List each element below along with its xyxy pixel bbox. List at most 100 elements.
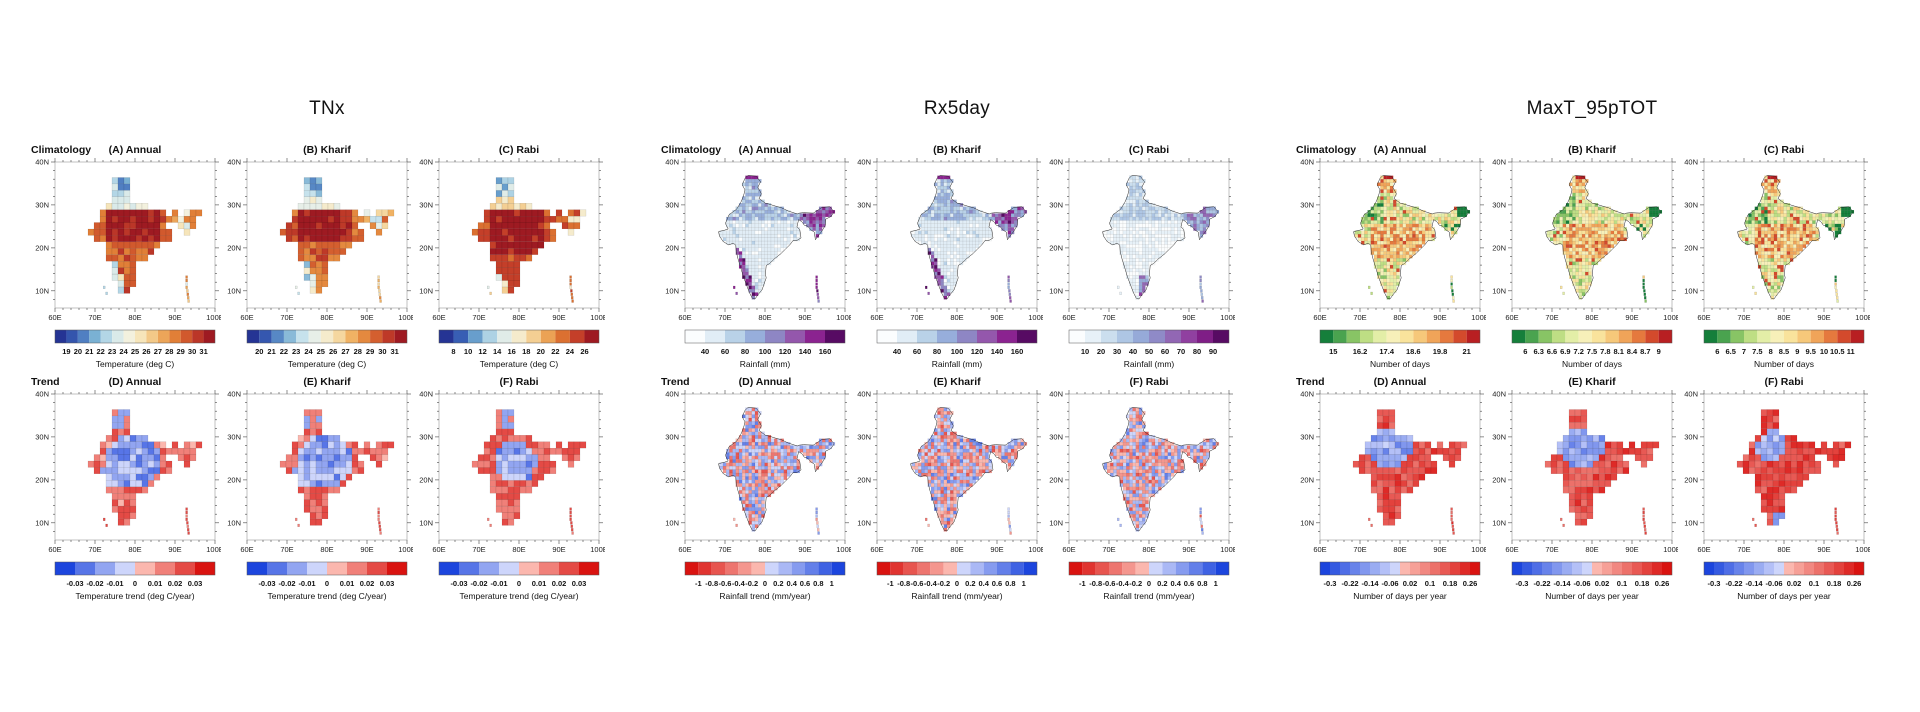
svg-text:90E: 90E (552, 545, 565, 554)
svg-text:-0.4: -0.4 (732, 579, 746, 588)
svg-text:120: 120 (971, 347, 984, 356)
colorbar: -1 -0.8 -0.6 -0.4 -0.2 0 0.2 0.4 0.6 0.8 1 Rainfall… (876, 561, 1038, 601)
india-map (1736, 409, 1852, 535)
map-panel-rx5day-c: (C) Rabi 60E 70E 80E 90E 100E 40N 30N 20N 10N 10 20… (1049, 144, 1235, 369)
svg-text:0: 0 (517, 579, 521, 588)
panel-label: (F) Rabi (499, 376, 538, 388)
svg-text:10: 10 (1081, 347, 1089, 356)
india-map (718, 175, 836, 303)
svg-text:40N: 40N (419, 390, 433, 399)
svg-text:20N: 20N (857, 243, 871, 252)
svg-text:80E: 80E (128, 313, 141, 322)
svg-text:60E: 60E (678, 313, 691, 322)
map-panel-tnx-f: (F) Rabi 60E 70E 80E 90E 100E 40N 30N 20N 10N -0.0… (419, 376, 605, 601)
svg-text:0.8: 0.8 (813, 579, 823, 588)
svg-text:90E: 90E (360, 313, 373, 322)
svg-text:80E: 80E (320, 313, 333, 322)
svg-text:100: 100 (759, 347, 772, 356)
svg-text:29: 29 (366, 347, 374, 356)
svg-text:80: 80 (741, 347, 749, 356)
map-panel-rx5day-f: (F) Rabi 60E 70E 80E 90E 100E 40N 30N 20N 10N -1-0… (1049, 376, 1235, 601)
svg-text:30N: 30N (227, 433, 241, 442)
svg-text:30N: 30N (419, 433, 433, 442)
svg-text:0.2: 0.2 (773, 579, 783, 588)
svg-text:10N: 10N (1049, 286, 1063, 295)
map-panel-rx5day-e: (E) Kharif 60E 70E 80E 90E 100E 40N 30N 20N 10N -1… (857, 376, 1043, 601)
svg-text:20N: 20N (665, 243, 679, 252)
panel-label: (D) Annual (739, 376, 792, 388)
colorbar-caption: Temperature (deg C) (480, 359, 559, 369)
svg-text:40N: 40N (227, 158, 241, 167)
svg-text:40: 40 (893, 347, 901, 356)
svg-text:-0.03: -0.03 (450, 579, 467, 588)
colorbar-caption: Number of days per year (1353, 591, 1447, 601)
svg-text:25: 25 (317, 347, 325, 356)
svg-text:80E: 80E (950, 313, 963, 322)
svg-text:60E: 60E (870, 313, 883, 322)
axes: 60E70E80E90E100E40N30N20N10N (1492, 158, 1678, 322)
svg-text:-0.01: -0.01 (298, 579, 315, 588)
axes: 60E70E80E90E100E40N30N20N10N (35, 158, 221, 322)
colorbar-caption: Temperature (deg C) (96, 359, 175, 369)
svg-text:80E: 80E (512, 313, 525, 322)
svg-text:24: 24 (566, 347, 575, 356)
svg-text:40N: 40N (857, 158, 871, 167)
svg-text:1: 1 (830, 579, 834, 588)
svg-text:90E: 90E (1182, 545, 1195, 554)
svg-text:30: 30 (378, 347, 386, 356)
svg-text:10N: 10N (419, 286, 433, 295)
svg-text:20: 20 (537, 347, 545, 356)
svg-text:0.03: 0.03 (188, 579, 203, 588)
svg-text:-0.01: -0.01 (106, 579, 123, 588)
row-label: Climatology (31, 144, 91, 156)
svg-text:40N: 40N (419, 158, 433, 167)
svg-text:23: 23 (108, 347, 116, 356)
colorbar-caption: Temperature (deg C) (288, 359, 367, 369)
panel-label: (B) Kharif (1568, 144, 1616, 156)
svg-text:10N: 10N (35, 286, 49, 295)
svg-text:100E: 100E (590, 313, 605, 322)
svg-text:80E: 80E (758, 545, 771, 554)
svg-text:22: 22 (551, 347, 559, 356)
india-map (471, 409, 587, 535)
panel-label: (C) Rabi (1764, 144, 1804, 156)
map-panel-tnx-a: Climatology (A) Annual 60E 70E 80E 90E 100E 40N… (31, 144, 221, 369)
svg-text:30N: 30N (665, 433, 679, 442)
map-panel-maxt_95ptot-d: Trend (D) Annual 60E70E80E90E100E40N30N20N… (1296, 376, 1486, 601)
svg-text:20N: 20N (665, 475, 679, 484)
svg-text:60E: 60E (432, 545, 445, 554)
panel-label: (D) Annual (109, 376, 162, 388)
india-outline (1545, 175, 1662, 300)
svg-text:90E: 90E (798, 545, 811, 554)
svg-text:100E: 100E (1220, 545, 1235, 554)
axes: 60E70E80E90E100E40N30N20N10N (1049, 390, 1235, 554)
svg-text:0.01: 0.01 (532, 579, 547, 588)
svg-text:-0.6: -0.6 (719, 579, 732, 588)
svg-text:100E: 100E (590, 545, 605, 554)
svg-text:12: 12 (478, 347, 486, 356)
axes: 60E70E80E90E100E40N30N20N10N (1492, 390, 1678, 554)
panel-label: (B) Kharif (303, 144, 351, 156)
svg-text:80E: 80E (1142, 545, 1155, 554)
svg-text:100E: 100E (206, 545, 221, 554)
colorbar-caption: Rainfall (mm) (1124, 359, 1175, 369)
panel-label: (C) Rabi (499, 144, 539, 156)
colorbar-caption: Rainfall (mm) (932, 359, 983, 369)
group-title-tnx: TNx (309, 98, 345, 119)
svg-text:0.02: 0.02 (168, 579, 183, 588)
india-map (87, 177, 203, 303)
svg-text:22: 22 (280, 347, 288, 356)
axes: 60E70E80E90E100E40N30N20N10N (857, 158, 1043, 322)
svg-text:10N: 10N (665, 286, 679, 295)
svg-text:50: 50 (1145, 347, 1153, 356)
svg-text:20N: 20N (35, 475, 49, 484)
colorbar: 40 60 80 100 120 140 160 Rainfall (mm) (876, 329, 1038, 369)
svg-text:80: 80 (1193, 347, 1201, 356)
svg-text:60E: 60E (870, 545, 883, 554)
svg-text:-0.8: -0.8 (897, 579, 910, 588)
svg-text:160: 160 (1011, 347, 1024, 356)
svg-text:0.02: 0.02 (360, 579, 375, 588)
svg-text:80E: 80E (758, 313, 771, 322)
svg-text:-0.03: -0.03 (66, 579, 83, 588)
svg-text:20N: 20N (1049, 243, 1063, 252)
